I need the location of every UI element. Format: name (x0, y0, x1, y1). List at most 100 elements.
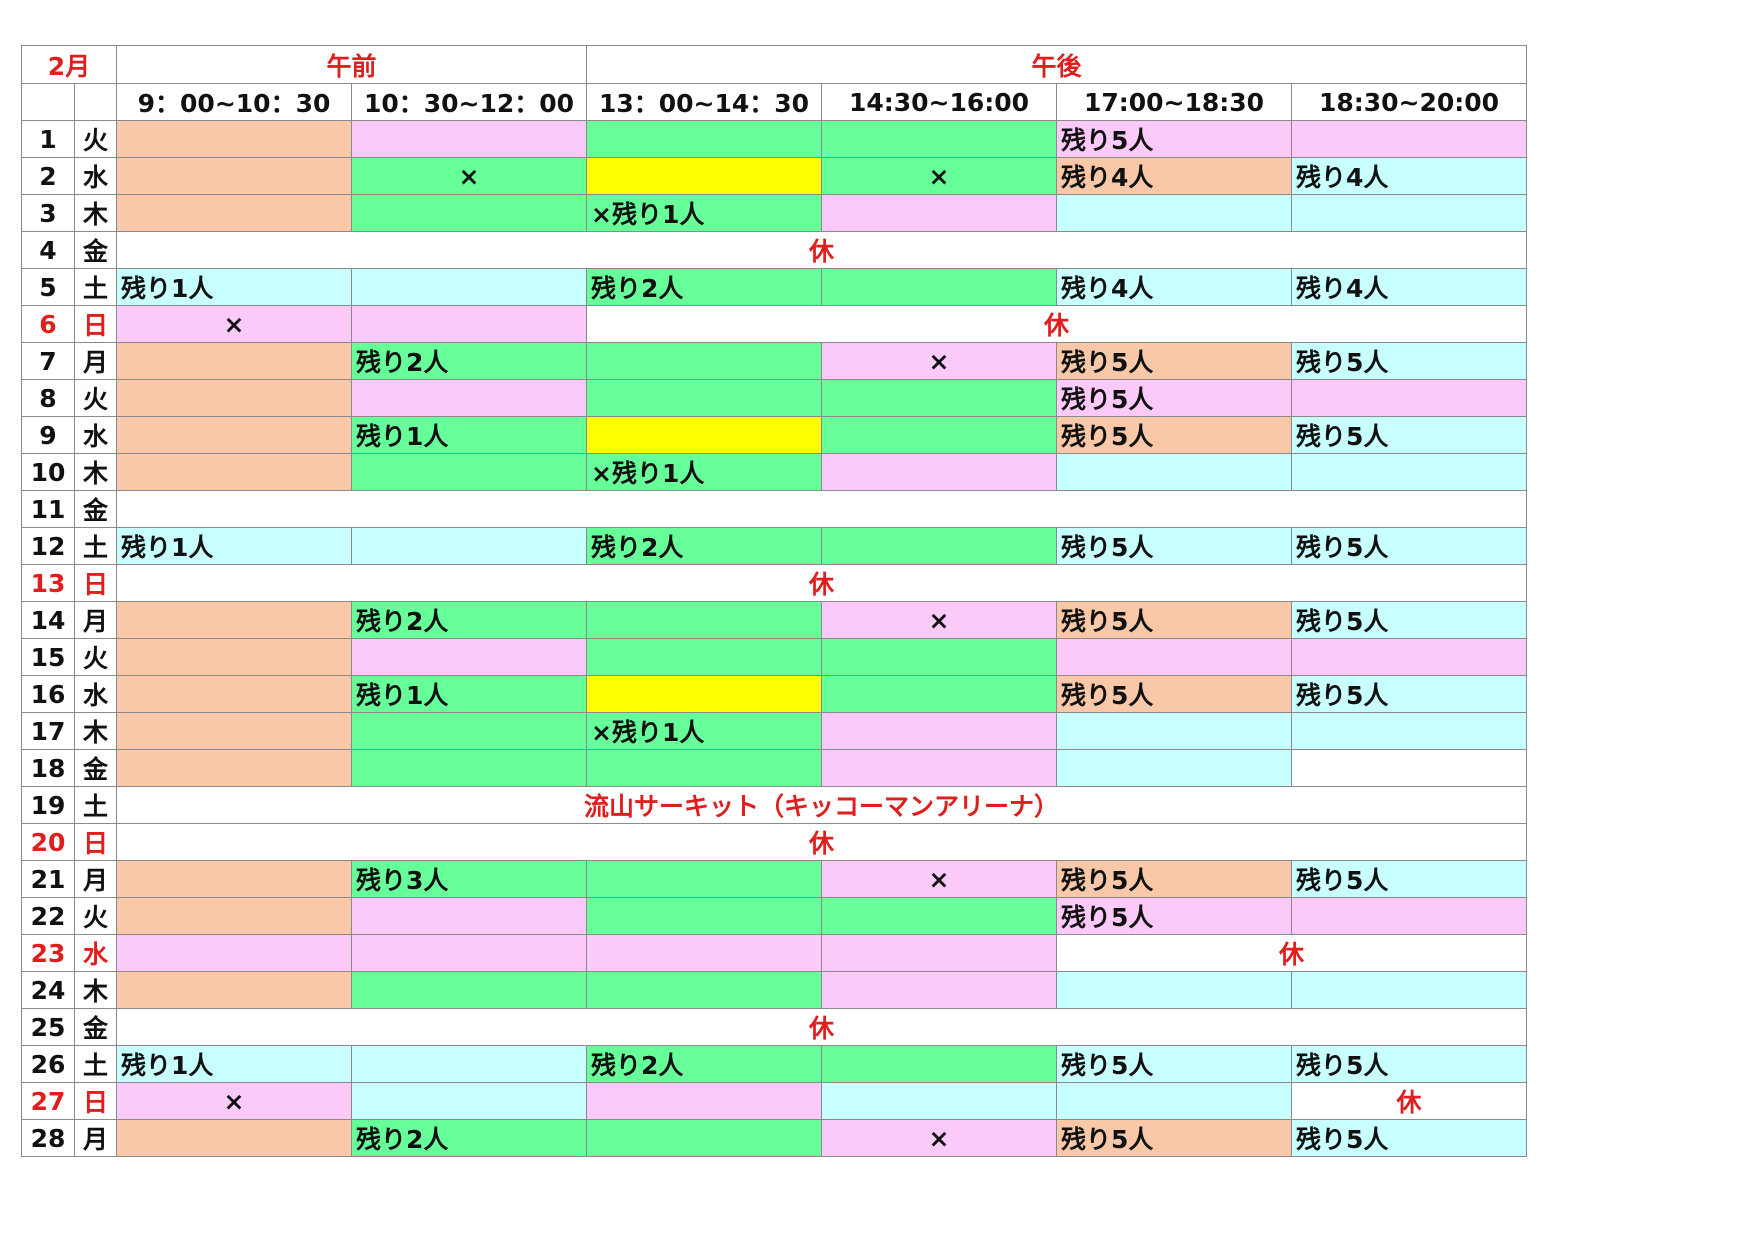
slot-cell: 残り5人 (1291, 1045, 1527, 1083)
time-slot-header: 13：00~14：30 (586, 83, 822, 121)
slot-cell: 残り5人 (1291, 860, 1527, 898)
slot-cell (821, 379, 1057, 417)
slot-cell: 残り4人 (1291, 157, 1527, 195)
slot-cell (821, 120, 1057, 158)
slot-cell (351, 527, 587, 565)
schedule-row: 23 水 休 (21, 934, 1527, 972)
day-of-week: 水 (74, 934, 117, 972)
slot-cell: 残り5人 (1056, 1119, 1292, 1157)
schedule-row: 25 金休 (21, 1008, 1527, 1046)
day-number: 13 (21, 564, 75, 602)
closed-notice-cell (116, 490, 1527, 528)
slot-cell (1291, 379, 1527, 417)
header-row-times: 9：00~10：30 10：30~12：00 13：00~14：30 14:30… (21, 83, 1527, 121)
slot-cell: 残り4人 (1291, 268, 1527, 306)
day-of-week: 火 (74, 638, 117, 676)
slot-cell: × (821, 1119, 1057, 1157)
slot-cell: 残り1人 (116, 527, 352, 565)
slot-cell: 残り5人 (1056, 1045, 1292, 1083)
slot-cell: ×残り1人 (586, 194, 822, 232)
day-of-week: 金 (74, 231, 117, 269)
slot-cell: 残り1人 (351, 675, 587, 713)
slot-cell: 残り1人 (351, 416, 587, 454)
slot-cell: 残り4人 (1056, 157, 1292, 195)
slot-cell (586, 1119, 822, 1157)
day-of-week: 木 (74, 712, 117, 750)
slot-cell (586, 342, 822, 380)
slot-cell (821, 194, 1057, 232)
slot-cell: 残り5人 (1291, 1119, 1527, 1157)
closed-notice-cell: 休 (1291, 1082, 1527, 1120)
slot-cell (586, 675, 822, 713)
slot-cell (351, 638, 587, 676)
time-slot-header: 10：30~12：00 (351, 83, 587, 121)
slot-cell: 残り2人 (351, 1119, 587, 1157)
slot-cell (821, 749, 1057, 787)
slot-cell (116, 416, 352, 454)
slot-cell (586, 897, 822, 935)
day-of-week: 木 (74, 453, 117, 491)
closed-notice-cell: 流山サーキット（キッコーマンアリーナ） (116, 786, 1527, 824)
header-blank-day (21, 83, 75, 121)
schedule-row: 17 木 ×残り1人 (21, 712, 1527, 750)
slot-cell (586, 379, 822, 417)
slot-cell (821, 638, 1057, 676)
schedule-row: 21 月残り3人 × 残り5人 残り5人 (21, 860, 1527, 898)
schedule-row: 27 日 × 休 (21, 1082, 1527, 1120)
day-number: 19 (21, 786, 75, 824)
slot-cell: 残り5人 (1056, 897, 1292, 935)
closed-notice-cell: 休 (116, 231, 1527, 269)
slot-cell (116, 120, 352, 158)
schedule-row: 3 木 ×残り1人 (21, 194, 1527, 232)
slot-cell: 残り4人 (1056, 268, 1292, 306)
day-number: 6 (21, 305, 75, 343)
day-of-week: 土 (74, 268, 117, 306)
slot-cell: 残り1人 (116, 268, 352, 306)
time-slot-header: 17:00~18:30 (1056, 83, 1292, 121)
closed-notice-cell: 休 (116, 1008, 1527, 1046)
day-of-week: 月 (74, 860, 117, 898)
slot-cell: 残り5人 (1291, 675, 1527, 713)
slot-cell (586, 120, 822, 158)
slot-cell (116, 342, 352, 380)
time-slot-header: 18:30~20:00 (1291, 83, 1527, 121)
slot-cell: 残り2人 (351, 342, 587, 380)
slot-cell (821, 934, 1057, 972)
schedule-row: 11 金 (21, 490, 1527, 528)
schedule-row: 2 水 × × 残り4人 残り4人 (21, 157, 1527, 195)
day-number: 12 (21, 527, 75, 565)
closed-notice-cell: 休 (116, 823, 1527, 861)
slot-cell: 残り5人 (1056, 675, 1292, 713)
slot-cell (351, 712, 587, 750)
day-of-week: 土 (74, 786, 117, 824)
slot-cell (1291, 194, 1527, 232)
day-number: 27 (21, 1082, 75, 1120)
slot-cell (821, 268, 1057, 306)
day-of-week: 水 (74, 675, 117, 713)
time-slot-header: 9：00~10：30 (116, 83, 352, 121)
day-number: 21 (21, 860, 75, 898)
slot-cell (586, 638, 822, 676)
day-number: 11 (21, 490, 75, 528)
day-number: 4 (21, 231, 75, 269)
slot-cell (116, 601, 352, 639)
slot-cell: 残り1人 (116, 1045, 352, 1083)
slot-cell (1291, 971, 1527, 1009)
slot-cell: 残り2人 (586, 268, 822, 306)
slot-cell (116, 934, 352, 972)
schedule-row: 18 金 (21, 749, 1527, 787)
day-of-week: 木 (74, 194, 117, 232)
slot-cell (1056, 1082, 1292, 1120)
slot-cell (116, 712, 352, 750)
schedule-row: 26 土残り1人 残り2人 残り5人 残り5人 (21, 1045, 1527, 1083)
schedule-row: 8 火 残り5人 (21, 379, 1527, 417)
slot-cell (116, 638, 352, 676)
slot-cell: 残り5人 (1291, 416, 1527, 454)
slot-cell (116, 675, 352, 713)
slot-cell: 残り5人 (1056, 860, 1292, 898)
slot-cell (1291, 120, 1527, 158)
schedule-row: 16 水 残り1人 残り5人 残り5人 (21, 675, 1527, 713)
month-label: 2月 (21, 45, 117, 84)
schedule-row: 12 土残り1人 残り2人 残り5人 残り5人 (21, 527, 1527, 565)
